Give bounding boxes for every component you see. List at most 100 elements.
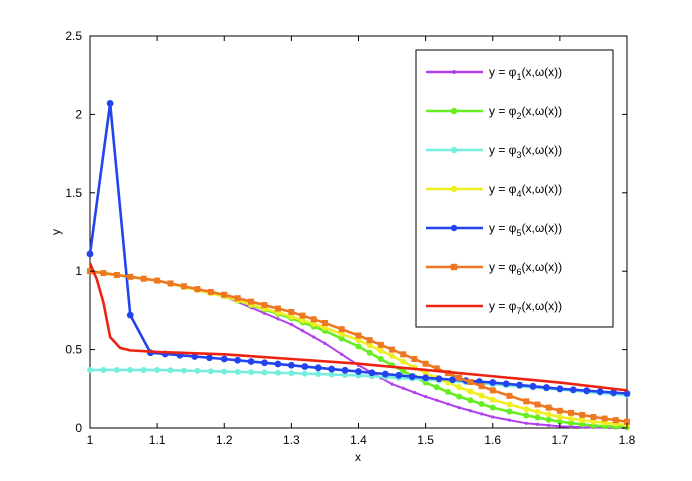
data-point [506, 392, 513, 399]
x-tick-label: 1.5 [417, 433, 434, 447]
data-point [300, 329, 305, 333]
data-point [113, 271, 120, 278]
data-point [338, 335, 345, 342]
data-point [489, 404, 496, 411]
data-point [154, 277, 161, 284]
series-layer [86, 100, 631, 431]
data-point [568, 415, 575, 422]
data-point [400, 351, 407, 358]
data-point [355, 332, 362, 339]
data-point [489, 396, 496, 403]
legend-label-base: y = φ [489, 104, 517, 118]
data-point [467, 397, 474, 404]
data-point [450, 224, 458, 232]
data-point [456, 384, 463, 391]
x-tick-label: 1.6 [484, 433, 501, 447]
data-point [534, 408, 541, 415]
data-point [87, 366, 93, 373]
data-point [366, 342, 373, 349]
data-point [368, 369, 376, 377]
data-point [287, 361, 295, 369]
data-point [234, 368, 241, 375]
x-tick-label: 1.3 [283, 433, 300, 447]
data-point [262, 311, 267, 315]
data-point [408, 373, 416, 380]
series-5 [86, 100, 631, 397]
legend-label-sub: 5 [516, 228, 521, 238]
x-tick-label: 1.4 [350, 433, 367, 447]
y-tick-label: 1 [75, 264, 82, 278]
data-point [127, 273, 134, 280]
data-point [596, 388, 604, 396]
data-point [569, 386, 577, 394]
x-tick-label: 1.7 [552, 433, 569, 447]
legend-label-sub: 7 [516, 306, 521, 316]
data-point [612, 417, 619, 424]
legend-label: y = φ3(x,ω(x)) [489, 143, 562, 160]
data-point [315, 371, 322, 378]
data-point [301, 370, 308, 377]
data-point [556, 414, 563, 421]
data-point [274, 360, 282, 368]
data-point [248, 369, 255, 376]
data-point [467, 388, 474, 395]
data-point [579, 421, 586, 428]
data-point [301, 363, 309, 370]
data-point [452, 70, 456, 74]
data-point [207, 288, 214, 295]
data-point [127, 366, 134, 373]
data-point [422, 370, 429, 377]
legend-label: y = φ4(x,ω(x)) [489, 182, 562, 199]
data-point [167, 367, 174, 374]
legend-label-tail: (x,ω(x)) [521, 260, 562, 274]
data-point [355, 368, 362, 375]
data-point [449, 376, 456, 384]
data-point [288, 313, 295, 320]
data-point [523, 412, 530, 419]
axes-layer: 1 1.1 1.2 1.3 1.4 1.5 1.6 1.7 1.8 0 0.5 1 1.5 2 2.5 [65, 29, 635, 447]
data-point [547, 423, 551, 427]
data-point [450, 146, 458, 154]
data-point [167, 280, 174, 287]
data-point [366, 349, 373, 356]
data-point [321, 319, 328, 326]
data-point [412, 390, 417, 395]
data-point [568, 420, 575, 427]
data-point [377, 356, 384, 363]
data-point [338, 330, 345, 337]
data-point [342, 372, 349, 379]
y-tick-label: 1.5 [65, 186, 82, 200]
legend-item: y = φ3(x,ω(x)) [426, 143, 562, 160]
data-point [221, 368, 228, 375]
legend-item: y = φ4(x,ω(x)) [426, 182, 562, 199]
legend-label: y = φ2(x,ω(x)) [489, 104, 562, 121]
data-point [234, 356, 242, 364]
legend-label: y = φ7(x,ω(x)) [489, 299, 562, 316]
data-point [100, 366, 107, 373]
data-point [106, 100, 114, 107]
data-point [569, 425, 573, 429]
data-point [556, 385, 564, 393]
data-point [502, 380, 510, 388]
data-point [579, 417, 586, 424]
data-point [457, 406, 461, 410]
data-point [590, 418, 597, 425]
data-point [126, 311, 134, 319]
data-point [422, 360, 429, 367]
data-point [478, 392, 485, 399]
data-point [310, 320, 317, 327]
data-point [468, 409, 472, 413]
data-point [400, 358, 407, 365]
data-point [450, 107, 458, 115]
data-point [194, 367, 201, 374]
data-point [568, 409, 575, 416]
data-point [523, 406, 530, 413]
data-point [535, 422, 540, 426]
legend-item: y = φ7(x,ω(x)) [426, 299, 562, 316]
data-point [467, 379, 474, 386]
legend-item: y = φ1(x,ω(x)) [426, 65, 562, 82]
legend-label-tail: (x,ω(x)) [521, 65, 562, 79]
data-point [140, 366, 147, 373]
data-point [328, 371, 335, 378]
